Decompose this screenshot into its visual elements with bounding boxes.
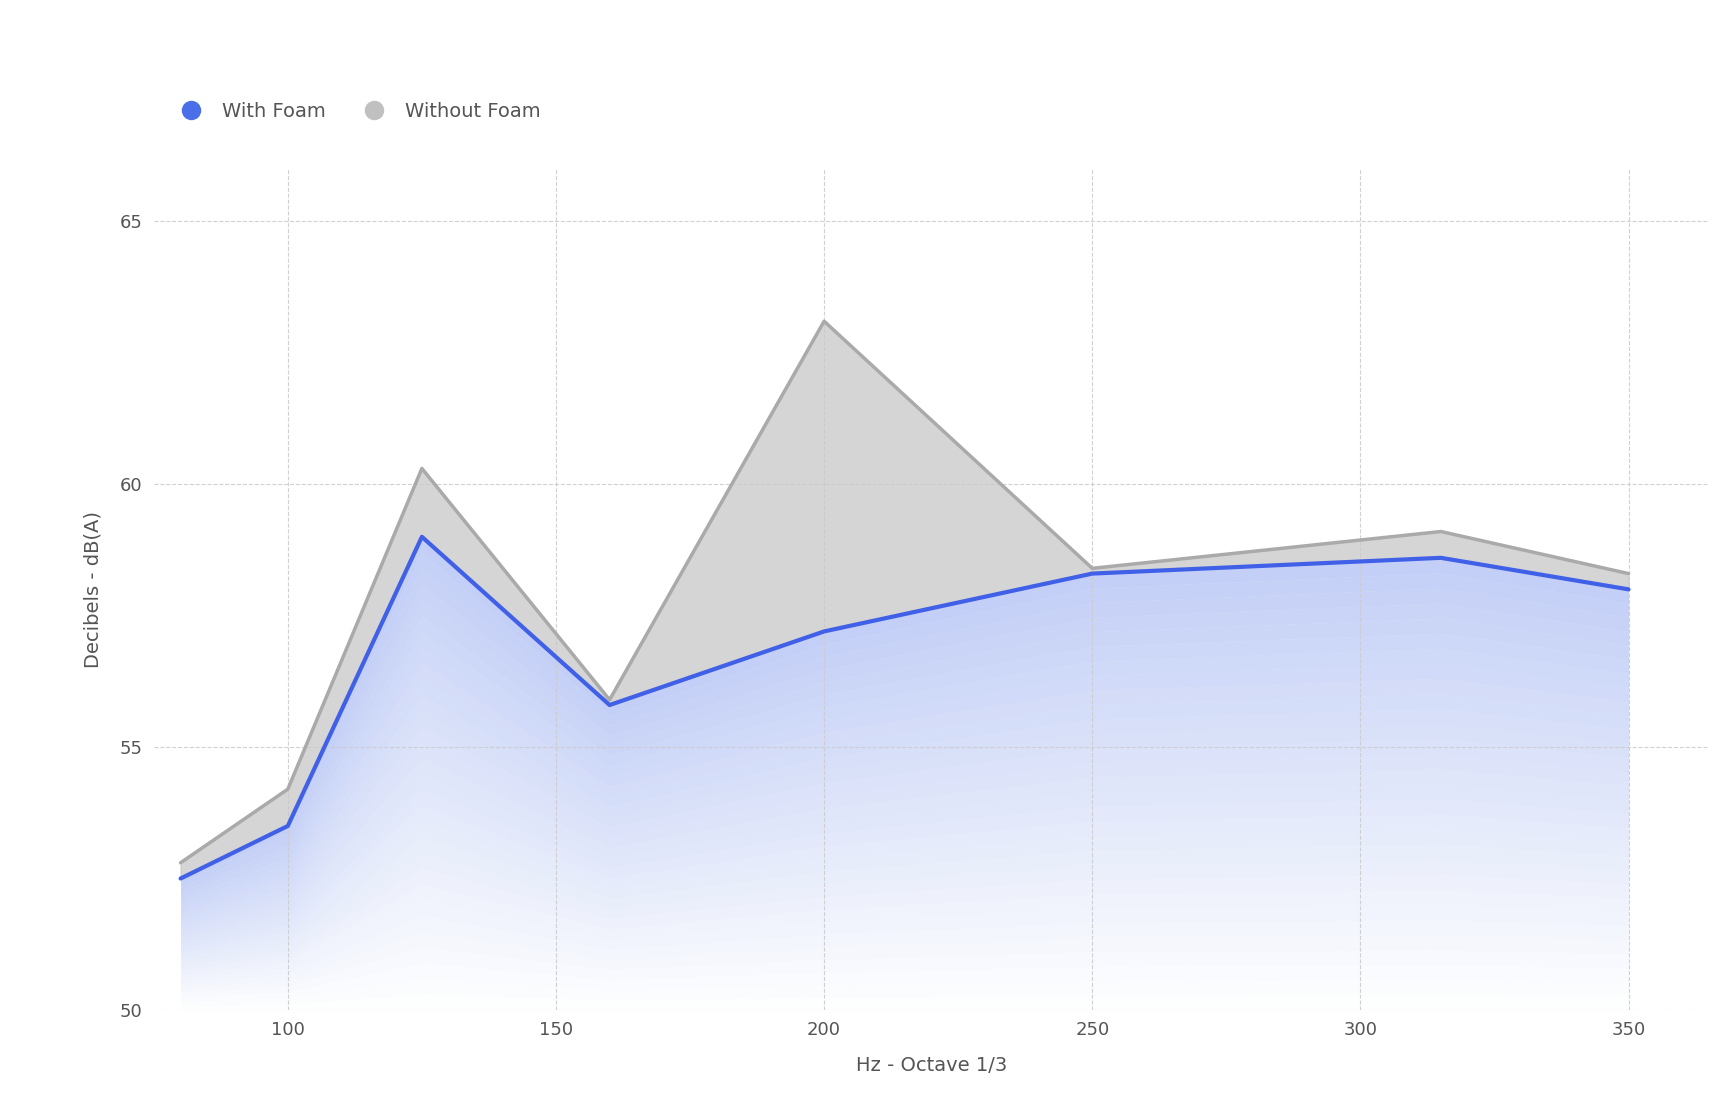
Legend: With Foam, Without Foam: With Foam, Without Foam bbox=[164, 95, 548, 129]
Y-axis label: Decibels - dB(A): Decibels - dB(A) bbox=[84, 510, 103, 668]
X-axis label: Hz - Octave 1/3: Hz - Octave 1/3 bbox=[855, 1055, 1006, 1075]
